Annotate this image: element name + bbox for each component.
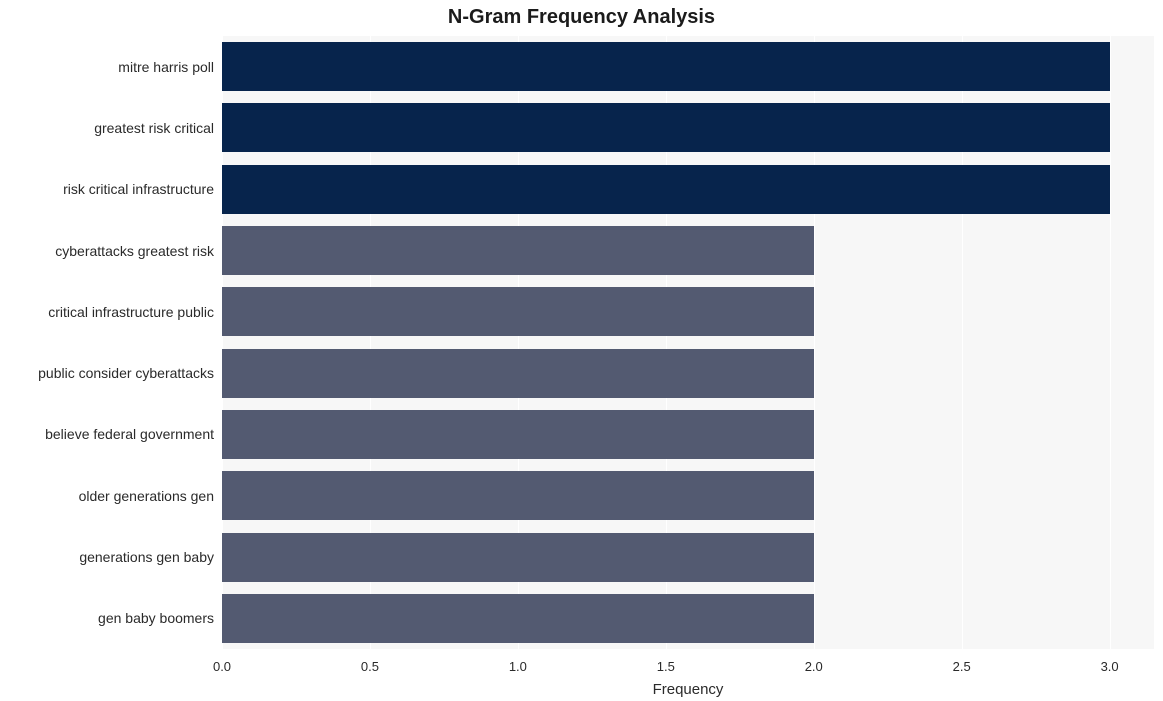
y-tick-label: public consider cyberattacks xyxy=(38,365,222,381)
chart-title: N-Gram Frequency Analysis xyxy=(0,6,1163,29)
y-tick-label: older generations gen xyxy=(79,488,222,504)
bar xyxy=(222,533,814,582)
bar xyxy=(222,226,814,275)
y-tick-label: generations gen baby xyxy=(79,549,222,565)
bar xyxy=(222,103,1110,152)
bar xyxy=(222,594,814,643)
y-tick-label: mitre harris poll xyxy=(118,59,222,75)
bar xyxy=(222,42,1110,91)
y-tick-label: gen baby boomers xyxy=(98,610,222,626)
ngram-frequency-chart: N-Gram Frequency Analysis 0.00.51.01.52.… xyxy=(0,0,1163,701)
bar xyxy=(222,349,814,398)
y-tick-label: cyberattacks greatest risk xyxy=(55,243,222,259)
gridline xyxy=(1110,36,1111,649)
x-axis-title: Frequency xyxy=(222,649,1154,698)
bar xyxy=(222,287,814,336)
y-tick-label: risk critical infrastructure xyxy=(63,181,222,197)
y-tick-label: critical infrastructure public xyxy=(48,304,222,320)
y-tick-label: believe federal government xyxy=(45,426,222,442)
plot-area: 0.00.51.01.52.02.53.0Frequencymitre harr… xyxy=(222,36,1154,649)
bar xyxy=(222,410,814,459)
bar xyxy=(222,471,814,520)
bar xyxy=(222,165,1110,214)
y-tick-label: greatest risk critical xyxy=(94,120,222,136)
